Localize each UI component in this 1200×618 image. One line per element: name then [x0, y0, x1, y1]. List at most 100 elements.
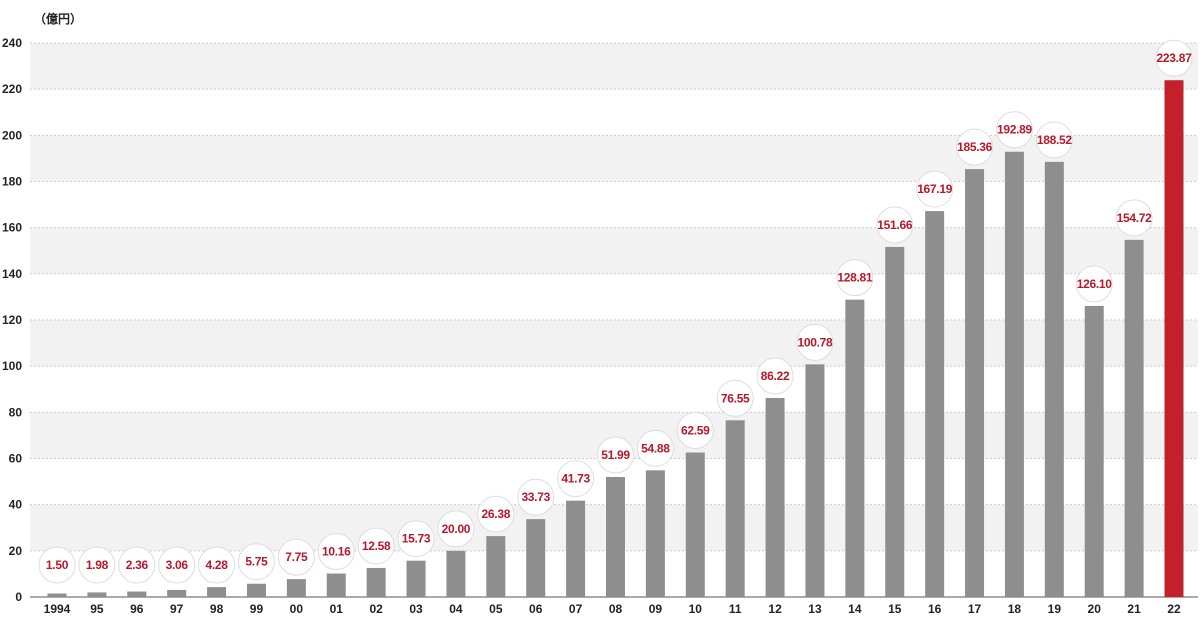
data-label-bubble — [716, 379, 754, 417]
data-label: 7.75 — [285, 550, 308, 564]
data-label-bubble — [916, 170, 954, 208]
data-label: 100.78 — [798, 335, 834, 349]
y-tick-label: 240 — [2, 36, 22, 50]
y-tick-label: 200 — [2, 128, 22, 142]
data-label: 41.73 — [561, 472, 590, 486]
data-label: 192.89 — [997, 123, 1033, 137]
x-tick-label: 05 — [489, 602, 503, 616]
x-tick-label: 20 — [1088, 602, 1102, 616]
data-label-bubble — [1115, 199, 1153, 237]
x-tick-label: 95 — [90, 602, 104, 616]
x-tick-label: 97 — [170, 602, 184, 616]
y-tick-label: 220 — [2, 82, 22, 96]
y-tick-label: 180 — [2, 175, 22, 189]
bar — [645, 470, 665, 597]
bar — [406, 560, 426, 597]
x-tick-label: 01 — [330, 602, 344, 616]
data-label: 62.59 — [681, 424, 710, 438]
y-tick-label: 120 — [2, 313, 22, 327]
bar — [47, 593, 67, 597]
data-label-bubble — [796, 323, 834, 361]
y-tick-label: 0 — [15, 590, 22, 604]
grid-band — [30, 43, 1198, 90]
data-label-bubble — [995, 111, 1033, 149]
data-label: 151.66 — [877, 218, 913, 232]
data-label: 188.52 — [1037, 133, 1073, 147]
bar — [167, 589, 187, 597]
bar — [127, 591, 147, 597]
y-tick-label: 160 — [2, 221, 22, 235]
y-tick-label: 60 — [9, 452, 23, 466]
data-label-bubble — [597, 436, 634, 474]
bar — [1004, 151, 1024, 597]
data-label: 86.22 — [761, 369, 790, 383]
bar — [1124, 239, 1144, 597]
bar — [606, 476, 625, 597]
x-tick-label: 02 — [369, 602, 383, 616]
data-label: 51.99 — [601, 448, 630, 462]
data-label-bubble — [118, 546, 156, 584]
x-tick-label: 17 — [968, 602, 982, 616]
data-label-bubble — [676, 412, 714, 450]
data-label-bubble — [836, 259, 874, 297]
data-label: 2.36 — [126, 558, 149, 572]
grid-band — [30, 227, 1198, 274]
x-tick-label: 08 — [609, 602, 623, 616]
x-tick-label: 98 — [210, 602, 224, 616]
data-label: 76.55 — [721, 391, 750, 405]
data-label: 185.36 — [957, 140, 993, 154]
data-label-bubble — [956, 128, 994, 166]
data-label: 10.16 — [322, 545, 351, 559]
bar — [1084, 305, 1104, 597]
x-tick-label: 13 — [808, 602, 822, 616]
x-tick-label: 15 — [888, 602, 902, 616]
bar — [885, 246, 905, 598]
x-tick-label: 1994 — [44, 602, 71, 616]
data-label: 1.98 — [86, 558, 109, 572]
data-label: 3.06 — [166, 558, 189, 572]
data-label-bubble — [277, 538, 315, 576]
bar — [207, 587, 227, 597]
data-label: 26.38 — [482, 507, 511, 521]
x-tick-label: 96 — [130, 602, 144, 616]
data-label-bubble — [876, 206, 914, 244]
bar — [366, 567, 386, 597]
data-label-bubble — [158, 546, 196, 584]
bar — [765, 397, 785, 597]
data-label-bubble — [317, 533, 355, 571]
bar — [246, 583, 266, 597]
data-label-bubble — [557, 460, 595, 498]
data-label: 126.10 — [1077, 277, 1113, 291]
data-label-bubble — [636, 429, 674, 467]
data-label-bubble — [397, 520, 435, 558]
data-label-bubble — [517, 478, 555, 516]
x-tick-label: 11 — [729, 602, 742, 616]
x-tick-label: 22 — [1167, 602, 1181, 616]
x-tick-label: 18 — [1008, 602, 1022, 616]
data-label: 15.73 — [402, 532, 431, 546]
data-label-bubble — [1035, 121, 1073, 159]
bar — [486, 536, 506, 597]
bar — [805, 364, 825, 597]
y-tick-label: 140 — [2, 267, 22, 281]
x-tick-label: 07 — [569, 602, 583, 616]
data-label-bubble — [437, 510, 475, 548]
bar — [845, 299, 865, 597]
y-tick-label: 100 — [2, 359, 22, 373]
x-tick-label: 99 — [250, 602, 264, 616]
grid-band — [30, 320, 1198, 367]
data-label-bubble — [1155, 39, 1193, 77]
x-tick-label: 21 — [1127, 602, 1141, 616]
y-axis-unit-label: （億円） — [34, 11, 82, 26]
x-tick-label: 14 — [848, 602, 862, 616]
data-label: 54.88 — [641, 441, 670, 455]
data-label-bubble — [1075, 265, 1113, 303]
y-tick-label: 40 — [9, 498, 23, 512]
data-label: 167.19 — [917, 182, 953, 196]
bar — [87, 592, 107, 597]
bar-highlighted — [1164, 80, 1184, 598]
data-label-bubble — [477, 495, 515, 533]
data-label-bubble — [357, 527, 395, 565]
